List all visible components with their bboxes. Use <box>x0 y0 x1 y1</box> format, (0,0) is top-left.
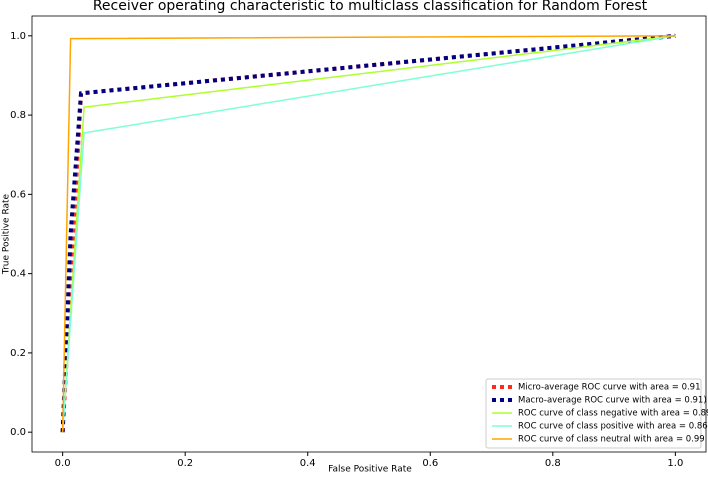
x-tick-label: 0.0 <box>55 458 71 469</box>
y-axis-label: True Positive Rate <box>2 193 12 275</box>
roc-line <box>60 33 676 433</box>
y-tick-label: 0.2 <box>10 348 26 359</box>
x-tick-label: 0.2 <box>177 458 193 469</box>
legend-label: ROC curve of class positive with area = … <box>518 422 708 432</box>
x-tick-label: 0.4 <box>300 458 316 469</box>
legend-label: Macro-average ROC curve with area = 0.91… <box>518 396 707 406</box>
legend-label: ROC curve of class neutral with area = 0… <box>518 435 705 445</box>
roc-line <box>61 35 676 433</box>
roc-line <box>60 33 676 433</box>
roc-line <box>61 35 676 433</box>
x-axis-label: False Positive Rate <box>328 465 412 475</box>
x-tick-label: 0.8 <box>545 458 561 469</box>
legend-box <box>485 378 702 449</box>
legend-label: ROC curve of class negative with area = … <box>518 409 708 419</box>
y-tick-label: 1.0 <box>10 31 26 42</box>
x-tick-label: 1.0 <box>667 458 683 469</box>
chart-title: Receiver operating characteristic to mul… <box>93 0 648 14</box>
roc-line <box>61 35 676 433</box>
x-tick-label: 0.6 <box>422 458 438 469</box>
y-tick-label: 0.6 <box>10 189 26 200</box>
y-tick-label: 0.8 <box>10 110 26 121</box>
y-tick-label: 0.0 <box>10 427 26 438</box>
y-tick-label: 0.4 <box>10 269 26 280</box>
legend-label: Micro-average ROC curve with area = 0.91 <box>518 383 701 393</box>
plot-frame <box>31 15 707 453</box>
